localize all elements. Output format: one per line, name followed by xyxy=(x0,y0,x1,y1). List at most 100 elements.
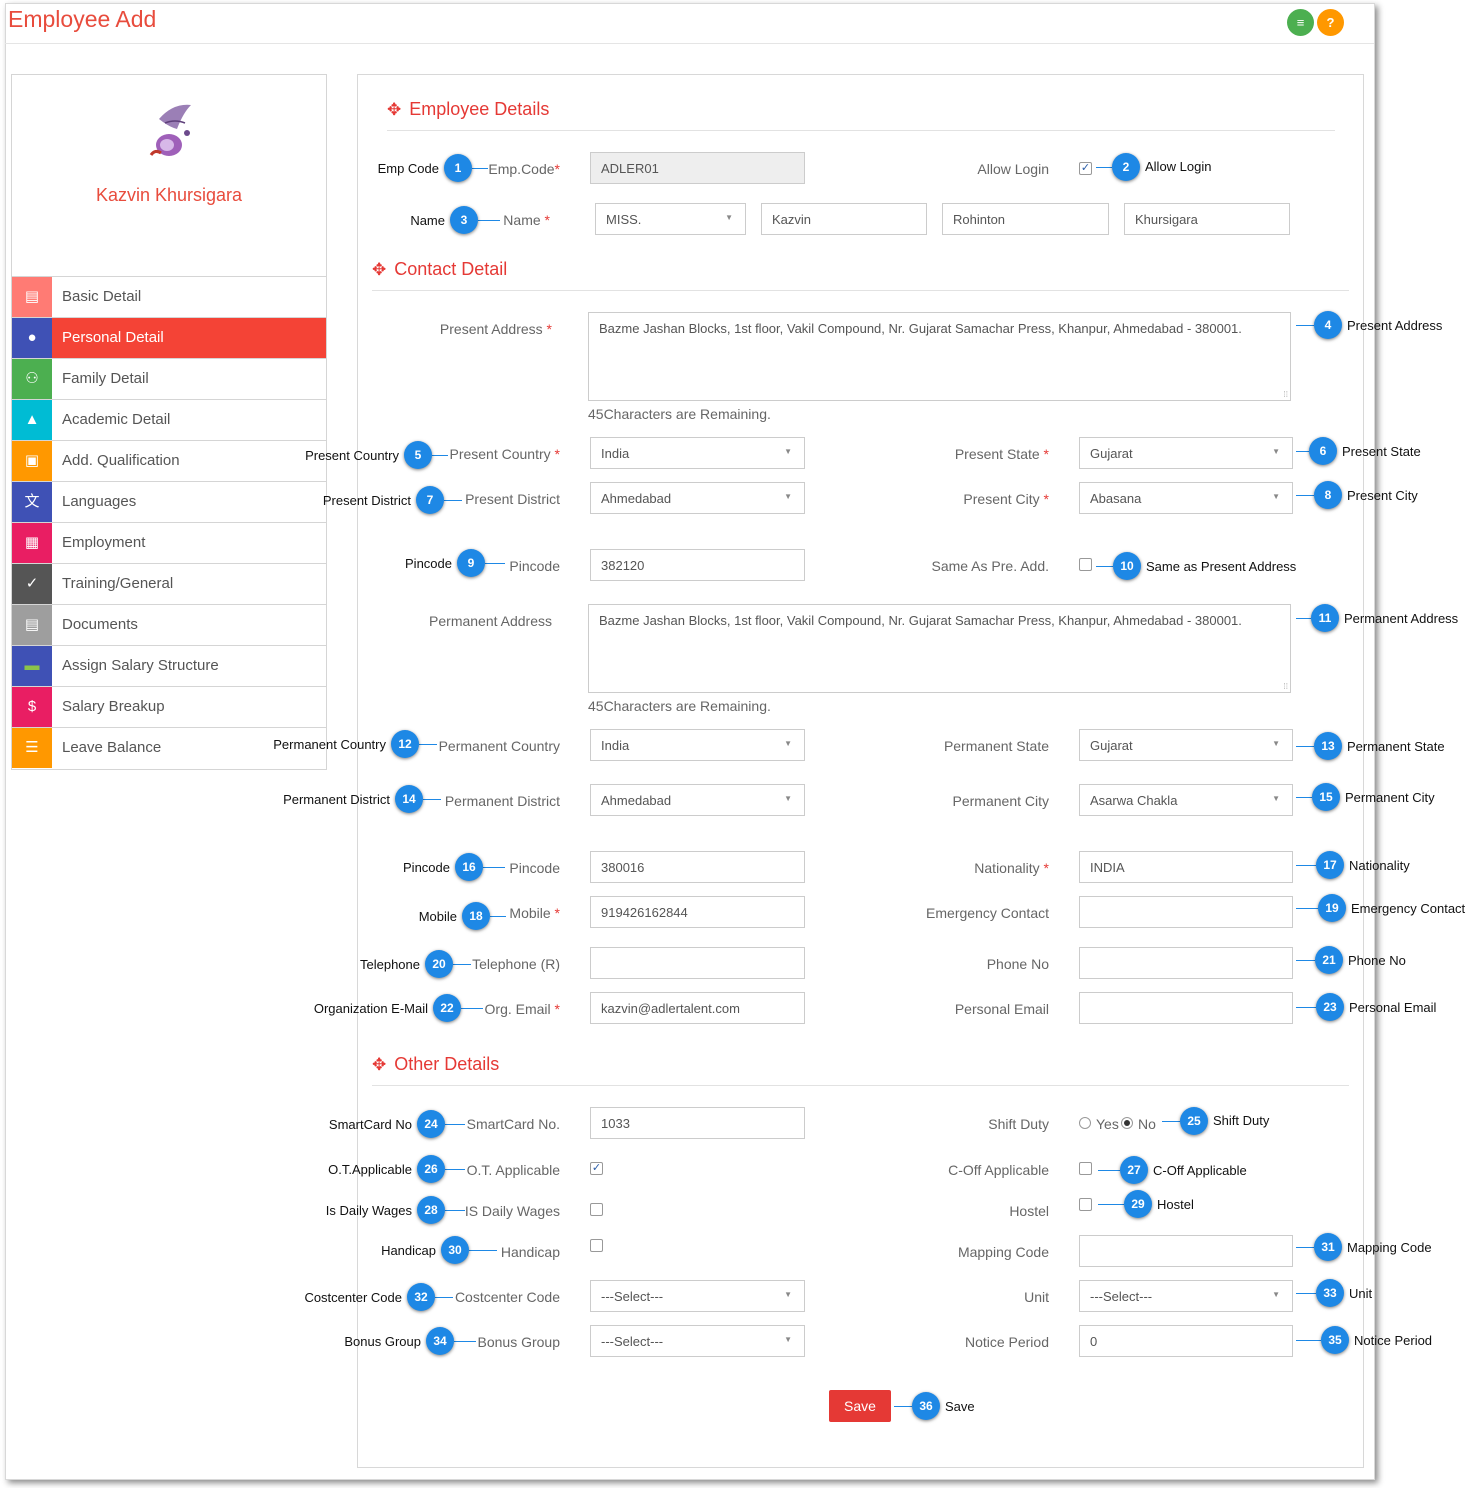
sidebar-item-label: Employment xyxy=(62,534,146,551)
personal-email-input[interactable] xyxy=(1079,992,1293,1024)
sidebar-item-family-detail[interactable]: ⚇ Family Detail xyxy=(12,359,326,400)
sidebar-item-training-general[interactable]: ✓ Training/General xyxy=(12,564,326,605)
permanent-city-label: Permanent City xyxy=(952,793,1049,809)
emergency-contact-input[interactable] xyxy=(1079,896,1293,928)
resize-grip-icon[interactable]: ⁞⁞ xyxy=(1283,682,1288,691)
annotation-text: Permanent City xyxy=(1345,790,1435,805)
costcenter-select[interactable]: ---Select--- xyxy=(590,1280,805,1312)
sidebar-item-label: Family Detail xyxy=(62,370,149,387)
permanent-city-select[interactable]: Asarwa Chakla xyxy=(1079,784,1293,816)
perm-pincode-input[interactable]: 380016 xyxy=(590,851,805,883)
permanent-district-select[interactable]: Ahmedabad xyxy=(590,784,805,816)
name-title-select[interactable]: MISS. xyxy=(595,203,746,235)
notice-period-input[interactable]: 0 xyxy=(1079,1325,1293,1357)
profile-name: Kazvin Khursigara xyxy=(95,185,243,205)
sidebar-item-assign-salary-structure[interactable]: ▬ Assign Salary Structure xyxy=(12,646,326,687)
annotation-text: O.T.Applicable xyxy=(328,1162,412,1177)
permanent-address-text: Bazme Jashan Blocks, 1st floor, Vakil Co… xyxy=(599,613,1242,628)
mobile-input[interactable]: 919426162844 xyxy=(590,896,805,928)
smartcard-input[interactable]: 1033 xyxy=(590,1107,805,1139)
annotation-badge: 22 xyxy=(433,994,461,1022)
clipboard-icon: ▣ xyxy=(12,441,52,481)
ot-checkbox[interactable]: ✓ xyxy=(590,1162,603,1175)
save-button[interactable]: Save xyxy=(829,1390,891,1422)
shift-duty-yes-radio[interactable] xyxy=(1079,1117,1091,1129)
phone-no-input[interactable] xyxy=(1079,947,1293,979)
sidebar-item-leave-balance[interactable]: ☰ Leave Balance xyxy=(12,728,326,769)
shift-duty-no-radio[interactable] xyxy=(1121,1117,1133,1129)
permanent-state-select[interactable]: Gujarat xyxy=(1079,729,1293,761)
person-icon: ● xyxy=(12,318,52,358)
coff-label: C-Off Applicable xyxy=(948,1162,1049,1178)
handicap-checkbox[interactable] xyxy=(590,1239,603,1252)
annotation-leader xyxy=(453,964,471,965)
permanent-district-label: Permanent District xyxy=(444,793,560,809)
sidebar-item-academic-detail[interactable]: ▲ Academic Detail xyxy=(12,400,326,441)
annotation-leader xyxy=(472,168,488,169)
emp-code-input[interactable]: ADLER01 xyxy=(590,152,805,184)
annotation-badge: 9 xyxy=(457,549,485,577)
annotation-badge: 18 xyxy=(462,902,490,930)
annotation-leader xyxy=(445,1210,465,1211)
help-button[interactable]: ? xyxy=(1317,9,1344,36)
org-email-label: Org. Email * xyxy=(484,1001,560,1017)
nationality-input[interactable]: INDIA xyxy=(1079,851,1293,883)
mobile-label: Mobile * xyxy=(509,905,560,921)
annotation-badge: 28 xyxy=(417,1196,445,1224)
present-city-select[interactable]: Abasana xyxy=(1079,482,1293,514)
section-divider xyxy=(372,1085,1349,1086)
telephone-input[interactable] xyxy=(590,947,805,979)
coff-checkbox[interactable] xyxy=(1079,1162,1092,1175)
section-title: Other Details xyxy=(394,1054,500,1074)
first-name-input[interactable]: Kazvin xyxy=(761,203,927,235)
permanent-address-remaining: 45Characters are Remaining. xyxy=(588,698,771,714)
resize-grip-icon[interactable]: ⁞⁞ xyxy=(1283,390,1288,399)
sidebar-item-basic-detail[interactable]: ▤ Basic Detail xyxy=(12,277,326,318)
same-as-checkbox[interactable] xyxy=(1079,558,1092,571)
sidebar-item-add-qualification[interactable]: ▣ Add. Qualification xyxy=(12,441,326,482)
pincode-input[interactable]: 382120 xyxy=(590,549,805,581)
emergency-contact-label: Emergency Contact xyxy=(926,905,1049,921)
sidebar-item-salary-breakup[interactable]: $ Salary Breakup xyxy=(12,687,326,728)
present-address-textarea[interactable]: Bazme Jashan Blocks, 1st floor, Vakil Co… xyxy=(588,312,1291,401)
present-state-select[interactable]: Gujarat xyxy=(1079,437,1293,469)
annotation-leader xyxy=(435,1297,453,1298)
mapping-code-input[interactable] xyxy=(1079,1235,1293,1267)
annotation-text: Pincode xyxy=(403,860,450,875)
hostel-checkbox[interactable] xyxy=(1079,1198,1092,1211)
middle-name-input[interactable]: Rohinton xyxy=(942,203,1109,235)
sidebar-item-personal-detail[interactable]: ● Personal Detail xyxy=(12,318,326,359)
page-title: Employee Add xyxy=(8,6,157,32)
menu-icon[interactable]: ≡ xyxy=(1287,9,1314,36)
sidebar-item-employment[interactable]: ▦ Employment xyxy=(12,523,326,564)
annotation-badge: 26 xyxy=(417,1155,445,1183)
present-country-label: Present Country * xyxy=(449,446,560,462)
permanent-address-label: Permanent Address xyxy=(429,613,552,629)
annotation-text: Permanent District xyxy=(283,792,390,807)
present-state-label: Present State * xyxy=(954,446,1049,462)
present-country-select[interactable]: India xyxy=(590,437,805,469)
bonus-group-select[interactable]: ---Select--- xyxy=(590,1325,805,1357)
permanent-address-textarea[interactable]: Bazme Jashan Blocks, 1st floor, Vakil Co… xyxy=(588,604,1291,693)
allow-login-checkbox[interactable]: ✓ xyxy=(1079,162,1092,175)
annotation-leader xyxy=(485,563,505,564)
section-title: Contact Detail xyxy=(394,259,508,279)
annotation-badge: 27 xyxy=(1120,1156,1148,1184)
unit-select[interactable]: ---Select--- xyxy=(1079,1280,1293,1312)
sidebar-item-documents[interactable]: ▤ Documents xyxy=(12,605,326,646)
sidebar-item-languages[interactable]: 文 Languages xyxy=(12,482,326,523)
crosshair-icon: ✥ xyxy=(372,1055,387,1074)
annotation-text: Shift Duty xyxy=(1213,1113,1270,1128)
profile-card: Kazvin Khursigara xyxy=(11,74,327,277)
annotation-text: Permanent Address xyxy=(1344,611,1459,626)
annotation-leader xyxy=(1296,960,1315,961)
sidebar-item-label: Basic Detail xyxy=(62,288,142,305)
daily-wages-checkbox[interactable] xyxy=(590,1203,603,1216)
same-as-label: Same As Pre. Add. xyxy=(931,558,1049,574)
last-name-input[interactable]: Khursigara xyxy=(1124,203,1290,235)
bird-logo xyxy=(149,104,191,156)
permanent-country-select[interactable]: India xyxy=(590,729,805,761)
org-email-input[interactable]: kazvin@adlertalent.com xyxy=(590,992,805,1024)
annotation-text: Unit xyxy=(1349,1286,1373,1301)
present-district-select[interactable]: Ahmedabad xyxy=(590,482,805,514)
